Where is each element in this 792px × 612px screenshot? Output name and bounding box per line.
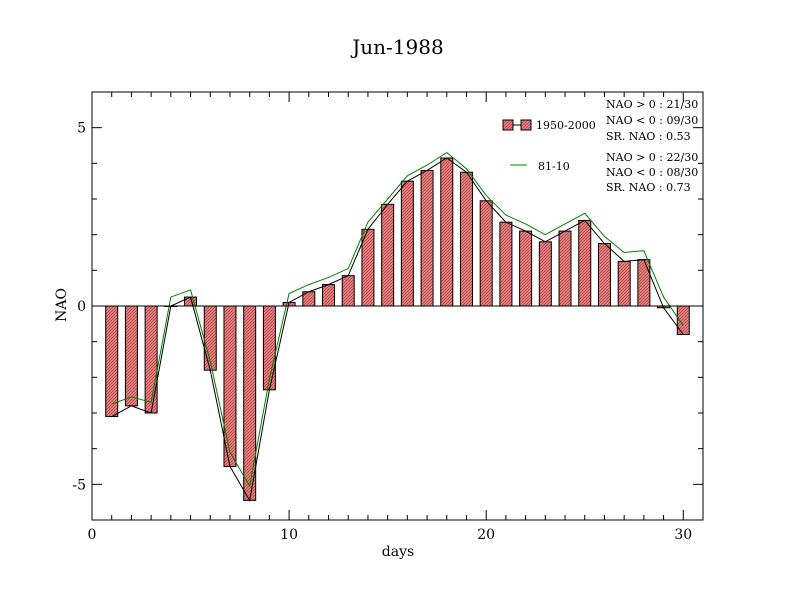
bar-day-15 <box>381 203 395 307</box>
legend-bar-swatch-2 <box>520 119 532 131</box>
bar-day-17 <box>420 169 434 307</box>
bar-day-28 <box>637 259 651 307</box>
bar-day-20 <box>479 200 493 307</box>
bars-layer <box>105 157 690 501</box>
bar-day-13 <box>341 275 355 307</box>
bar-day-25 <box>578 219 592 307</box>
bar-day-21 <box>499 221 513 307</box>
y-tick-label-0: 0 <box>77 299 86 315</box>
bar-day-24 <box>558 230 572 307</box>
stat-2-negative: NAO < 0 : 08/30 <box>606 166 698 179</box>
lines-layer <box>111 152 684 502</box>
stats-block-2: NAO > 0 : 22/30 NAO < 0 : 08/30 SR. NAO … <box>606 151 698 194</box>
stat-1-negative: NAO < 0 : 09/30 <box>606 114 698 127</box>
bar-day-27 <box>617 260 631 307</box>
series-81-10-line <box>111 152 684 488</box>
legend-bar-swatch-1 <box>502 119 514 131</box>
x-tick-label-30: 30 <box>674 527 692 543</box>
stat-1-positive: NAO > 0 : 21/30 <box>606 98 698 111</box>
stat-1-sr: SR. NAO : 0.53 <box>606 130 691 143</box>
y-tick-label-5: 5 <box>77 121 86 137</box>
y-tick-label--5: -5 <box>72 477 86 493</box>
bar-day-18 <box>440 157 454 307</box>
x-tick-label-0: 0 <box>88 527 97 543</box>
bar-day-22 <box>519 230 533 307</box>
series-1950-2000-line <box>111 157 684 502</box>
y-axis-label: NAO <box>54 288 70 322</box>
bar-day-7 <box>223 305 237 467</box>
bar-day-19 <box>459 171 473 307</box>
bar-day-3 <box>144 305 158 414</box>
chart-title: Jun-1988 <box>350 35 443 59</box>
legend: 1950-2000 81-10 <box>502 119 596 173</box>
axes-layer: 0 10 20 30 -5 0 5 <box>72 91 704 543</box>
bar-day-12 <box>322 284 336 307</box>
stats-block-1: NAO > 0 : 21/30 NAO < 0 : 09/30 SR. NAO … <box>606 98 698 143</box>
bar-day-26 <box>597 243 611 307</box>
x-axis-label: days <box>382 544 414 560</box>
stat-2-sr: SR. NAO : 0.73 <box>606 181 691 194</box>
bar-day-8 <box>243 305 257 501</box>
bar-day-23 <box>538 241 552 307</box>
x-tick-label-20: 20 <box>477 527 495 543</box>
bar-day-14 <box>361 228 375 307</box>
stat-2-positive: NAO > 0 : 22/30 <box>606 151 698 164</box>
bar-day-16 <box>400 180 414 307</box>
bar-day-1 <box>105 305 119 418</box>
legend-bar-label: 1950-2000 <box>536 119 596 132</box>
bar-day-2 <box>124 305 138 407</box>
legend-line-label: 81-10 <box>538 160 570 173</box>
x-tick-label-10: 10 <box>280 527 298 543</box>
